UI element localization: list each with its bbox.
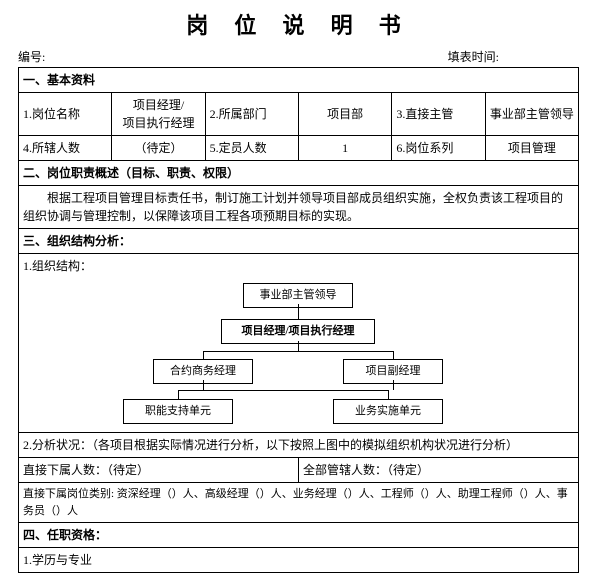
org-chart: 事业部主管领导 项目经理/项目执行经理 合约商务经理 项目副经理 职能支持单元 … — [23, 283, 574, 423]
sec3-types: 直接下属岗位类别: 资深经理（）人、高级经理（）人、业务经理（）人、工程师（）人… — [19, 483, 579, 523]
cell: 项目管理 — [485, 136, 578, 161]
cell: 项目经理/ 项目执行经理 — [112, 93, 205, 136]
code-label: 编号: — [18, 48, 45, 65]
sec1-row1: 1.岗位名称 项目经理/ 项目执行经理 2.所属部门 项目部 3.直接主管 事业… — [19, 93, 579, 136]
sec4-sub1: 1.学历与专业 — [19, 548, 579, 573]
cell: 4.所辖人数 — [19, 136, 112, 161]
doc-title: 岗 位 说 明 书 — [18, 8, 579, 40]
cell: （待定） — [112, 136, 205, 161]
sec3-header: 三、组织结构分析： — [19, 229, 579, 254]
cell: 事业部主管领导 — [485, 93, 578, 136]
sec2-body: 根据工程项目管理目标责任书，制订施工计划并领导项目部成员组织实施，全权负责该工程… — [19, 186, 579, 229]
cell: 5.定员人数 — [205, 136, 298, 161]
sec3-sub1: 1.组织结构： 事业部主管领导 项目经理/项目执行经理 合约商务经理 项目副经理… — [19, 254, 579, 433]
sec1-header: 一、基本资料 — [19, 68, 579, 93]
sec3-sub2: 2.分析状况：（各项目根据实际情况进行分析，以下按照上图中的模拟组织机构状况进行… — [19, 433, 579, 458]
time-label: 填表时间: — [448, 48, 499, 65]
cell: 2.所属部门 — [205, 93, 298, 136]
cell: 6.岗位系列 — [392, 136, 485, 161]
sec4-header: 四、任职资格： — [19, 523, 579, 548]
meta-row: 编号: 填表时间: — [18, 48, 579, 65]
cell: 项目部 — [298, 93, 391, 136]
sec1-row2: 4.所辖人数 （待定） 5.定员人数 1 6.岗位系列 项目管理 — [19, 136, 579, 161]
direct-count: 直接下属人数：（待定） — [19, 458, 299, 483]
cell: 1 — [298, 136, 391, 161]
sec3-counts: 直接下属人数：（待定） 全部管辖人数：（待定） — [19, 458, 579, 483]
org-node-biz: 业务实施单元 — [333, 399, 443, 424]
cell: 3.直接主管 — [392, 93, 485, 136]
sec2-header: 二、岗位职责概述（目标、职责、权限） — [19, 161, 579, 186]
org-node-support: 职能支持单元 — [123, 399, 233, 424]
main-table: 一、基本资料 1.岗位名称 项目经理/ 项目执行经理 2.所属部门 项目部 3.… — [18, 67, 579, 573]
org-node-pm: 项目经理/项目执行经理 — [221, 319, 375, 344]
total-count: 全部管辖人数：（待定） — [298, 458, 578, 483]
cell: 1.岗位名称 — [19, 93, 112, 136]
